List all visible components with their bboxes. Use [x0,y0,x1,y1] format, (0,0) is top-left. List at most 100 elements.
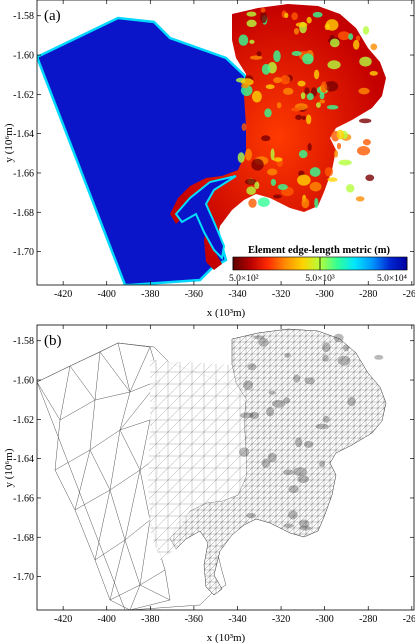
mesh-dense-spot [288,485,299,493]
mesh-dense-spot [295,437,303,448]
x-tick-label: -340 [228,614,246,625]
mesh-edge [74,449,91,511]
mesh-edge [124,469,141,541]
metric-spot [273,157,283,162]
mesh-dense-spot [303,440,314,448]
metric-spot [270,148,275,161]
mesh-dense-spot [246,512,257,519]
mesh-edge [99,342,119,353]
y-tick-label: -1.58 [13,336,34,347]
mesh-dense-spot [304,377,316,385]
panel-b-ticks: -420 -400 -380 -360 -340 -320 -300 -280 -260 -1.5… [13,325,415,625]
panel-b-label: (b) [44,333,62,349]
metric-spot [277,184,288,190]
metric-spot [319,92,325,100]
mesh-edge [94,539,126,561]
metric-spot [327,177,338,182]
metric-spot [241,123,247,132]
metric-spot [362,26,370,35]
metric-spot [320,81,328,93]
metric-spot [291,12,298,21]
mesh-edge [139,584,171,601]
metric-spot [280,75,291,85]
y-tick-label: -1.58 [13,11,34,22]
metric-spot [284,12,289,19]
mesh-dense-spot [333,333,344,343]
x-tick-label: -420 [54,614,72,625]
mesh-edge [139,569,166,586]
metric-spot [357,145,371,156]
panel-a: (a) -420 -400 -380 -360 -340 -320 -300 -280 -260… [3,0,415,319]
mesh-dense-spot [261,458,270,468]
metric-spot [300,92,306,100]
mesh-edge [117,342,151,348]
mesh-dense-spot [319,460,326,468]
mesh-edge [54,469,76,511]
metric-spot [265,84,275,90]
mesh-edge [94,559,111,601]
metric-spot [334,149,339,158]
y-tick-label: -1.64 [13,129,34,140]
mesh-dense-spot [299,519,310,528]
mesh-edge [69,351,101,367]
panel-a-label: (a) [44,8,61,24]
mesh-edge [74,489,111,511]
mesh-edge [109,429,121,491]
colorbar-ticks: 5.0×10² 5.0×10³ 5.0×10⁴ [229,257,408,284]
metric-spot [293,27,300,35]
x-tick-label: -320 [272,614,290,625]
mesh-edge [37,365,71,383]
mesh-edge [89,429,121,451]
metric-spot [306,93,314,101]
metric-spot [353,39,360,50]
metric-spot [260,11,268,24]
mesh-dense-spot [266,406,275,417]
x-tick-label: -380 [141,614,159,625]
colorbar-title: Element edge-length metric (m) [248,245,390,256]
metric-spot [246,186,256,195]
metric-spot [313,69,320,80]
metric-spot [355,35,361,42]
mesh-dense-spot [268,390,276,395]
panel-b: (b) -420 -400 -380 -360 -340 -320 -300 -280 -260… [3,324,415,643]
metric-spot [336,129,345,140]
mesh-edge [37,381,61,421]
metric-spot [260,7,266,13]
metric-spot [283,87,294,95]
mesh-transition-zone [148,360,246,560]
metric-spot [365,174,375,182]
metric-spot [297,174,311,186]
mesh-dense-spot [347,396,356,407]
metric-spot [309,181,322,192]
x-tick-label: -400 [98,289,116,300]
mesh-edge [94,391,131,401]
metric-spot [359,56,372,67]
x-tick-label: -280 [359,289,377,300]
colorbar-tick-label: 5.0×10⁴ [377,274,408,284]
metric-spot [358,87,370,95]
mesh-dense-spot [283,523,294,528]
metric-spot [370,43,378,51]
y-tick-label: -1.64 [13,454,34,465]
metric-spot [256,51,262,57]
x-tick-label: -280 [359,614,377,625]
metric-spot [261,135,271,142]
metric-spot [358,118,372,124]
mesh-edge [109,584,141,601]
mesh-edge [124,519,151,541]
metric-spot [238,34,249,46]
x-tick-label: -340 [228,289,246,300]
y-tick-label: -1.62 [13,415,34,426]
mesh-dense-spot [239,412,254,419]
mesh-dense-spot [247,363,257,371]
metric-spot [324,81,339,92]
metric-spot [261,63,271,75]
panel-b-ylabel: y (10⁶m) [3,448,15,487]
mesh-dense-spot [242,380,254,390]
y-tick-label: -1.66 [13,168,34,179]
metric-spot [295,114,303,120]
mesh-dense-spot [283,469,294,476]
metric-spot [346,184,355,193]
panel-b-mesh [37,328,387,610]
